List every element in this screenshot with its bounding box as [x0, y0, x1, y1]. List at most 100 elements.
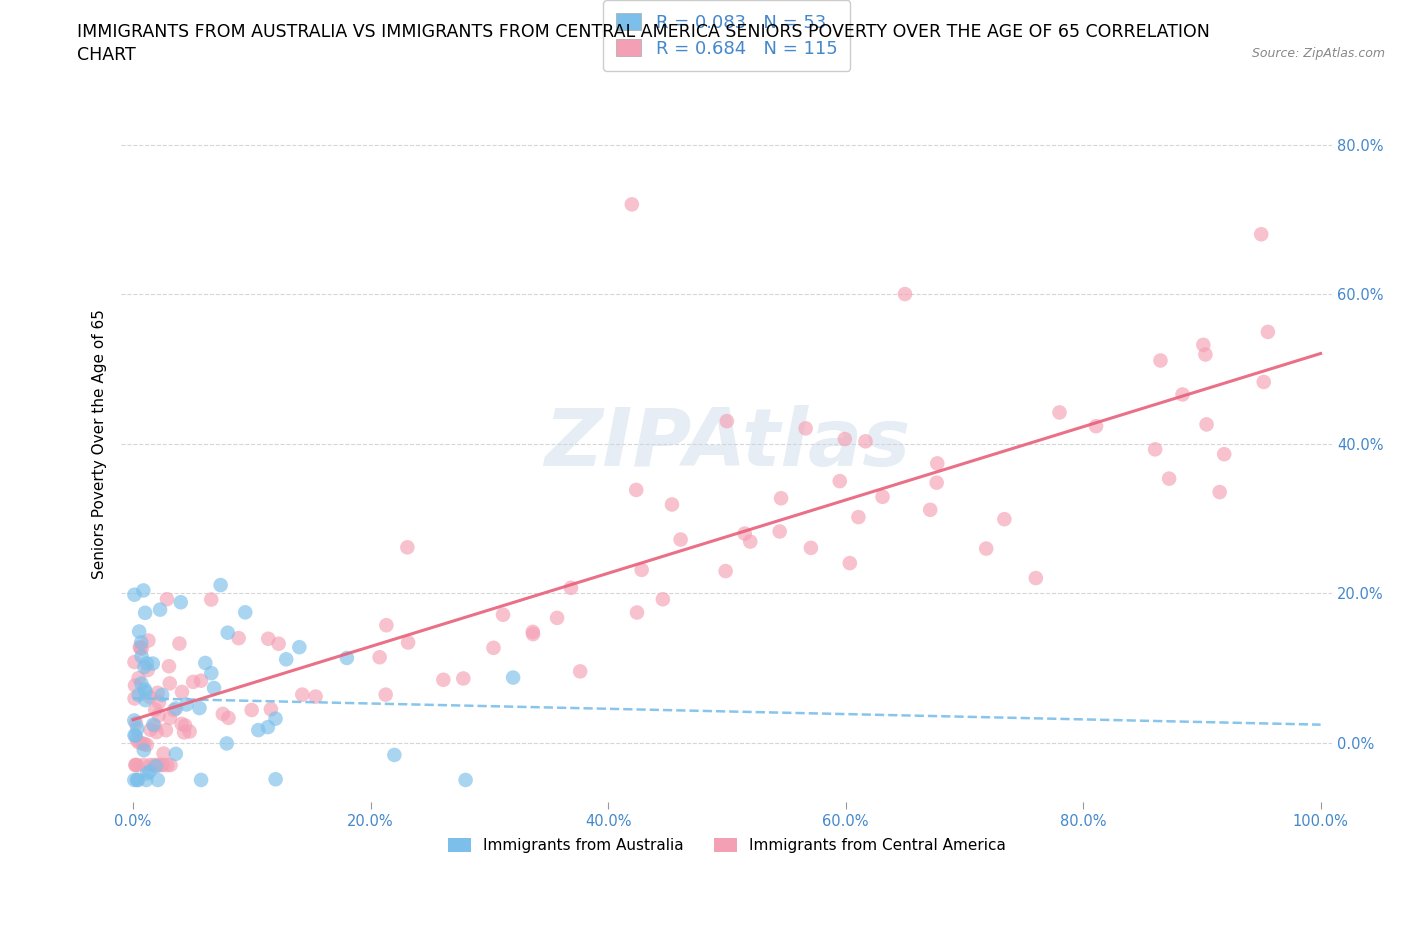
- Point: [396, 540, 419, 555]
- Point: [1253, 375, 1275, 390]
- Point: [138, 764, 160, 779]
- Point: [156, 591, 179, 606]
- Point: [145, 759, 167, 774]
- Point: [129, 641, 152, 656]
- Point: [128, 671, 150, 685]
- Point: [159, 676, 181, 691]
- Point: [200, 666, 222, 681]
- Point: [170, 716, 193, 731]
- Point: [124, 713, 146, 728]
- Point: [131, 642, 153, 657]
- Point: [927, 456, 949, 471]
- Point: [1213, 446, 1236, 461]
- Point: [139, 690, 162, 705]
- Point: [142, 656, 165, 671]
- Point: [148, 708, 170, 723]
- Text: ZIPAtlas: ZIPAtlas: [544, 405, 910, 483]
- Point: [152, 746, 174, 761]
- Point: [920, 502, 942, 517]
- Point: [128, 687, 150, 702]
- Point: [396, 635, 419, 650]
- Point: [1144, 442, 1167, 457]
- Point: [569, 664, 592, 679]
- Point: [194, 656, 217, 671]
- Point: [734, 526, 756, 541]
- Point: [215, 736, 238, 751]
- Point: [740, 534, 762, 549]
- Point: [157, 658, 180, 673]
- Point: [714, 564, 737, 578]
- Point: [848, 510, 870, 525]
- Point: [502, 671, 524, 685]
- Point: [1159, 472, 1181, 486]
- Point: [872, 489, 894, 504]
- Point: [855, 434, 877, 449]
- Point: [546, 610, 568, 625]
- Point: [131, 676, 153, 691]
- Point: [124, 728, 146, 743]
- Point: [624, 483, 647, 498]
- Point: [170, 684, 193, 699]
- Point: [620, 197, 643, 212]
- Point: [129, 635, 152, 650]
- Point: [146, 773, 169, 788]
- Point: [974, 541, 997, 556]
- Point: [125, 716, 148, 731]
- Point: [257, 720, 280, 735]
- Point: [132, 758, 155, 773]
- Point: [143, 718, 166, 733]
- Point: [1257, 325, 1279, 339]
- Point: [150, 687, 173, 702]
- Point: [127, 773, 149, 788]
- Point: [267, 636, 290, 651]
- Point: [228, 631, 250, 645]
- Point: [134, 737, 156, 751]
- Point: [770, 491, 793, 506]
- Point: [136, 662, 159, 677]
- Point: [661, 497, 683, 512]
- Point: [124, 758, 146, 773]
- Point: [124, 587, 146, 602]
- Point: [138, 633, 160, 648]
- Point: [165, 747, 187, 762]
- Point: [146, 758, 169, 773]
- Text: CHART: CHART: [77, 46, 136, 64]
- Point: [200, 592, 222, 607]
- Point: [131, 736, 153, 751]
- Point: [482, 641, 505, 656]
- Point: [1171, 387, 1194, 402]
- Point: [828, 473, 851, 488]
- Point: [260, 702, 283, 717]
- Point: [522, 624, 544, 639]
- Point: [132, 583, 155, 598]
- Point: [894, 286, 917, 301]
- Point: [134, 659, 156, 674]
- Point: [127, 721, 149, 736]
- Point: [240, 702, 263, 717]
- Point: [1049, 405, 1071, 419]
- Point: [149, 603, 172, 618]
- Point: [156, 758, 179, 773]
- Point: [794, 421, 817, 436]
- Point: [128, 735, 150, 750]
- Point: [174, 718, 197, 733]
- Point: [257, 631, 280, 646]
- Point: [716, 414, 738, 429]
- Point: [134, 684, 156, 699]
- Point: [134, 605, 156, 620]
- Point: [1208, 485, 1230, 499]
- Point: [769, 524, 792, 538]
- Point: [124, 691, 146, 706]
- Point: [135, 773, 157, 788]
- Legend: Immigrants from Australia, Immigrants from Central America: Immigrants from Australia, Immigrants fr…: [441, 831, 1012, 859]
- Point: [124, 773, 146, 788]
- Point: [127, 773, 149, 788]
- Point: [152, 758, 174, 773]
- Point: [139, 758, 162, 773]
- Point: [148, 695, 170, 710]
- Point: [626, 605, 648, 620]
- Point: [135, 656, 157, 671]
- Point: [169, 636, 191, 651]
- Point: [159, 711, 181, 725]
- Point: [143, 702, 166, 717]
